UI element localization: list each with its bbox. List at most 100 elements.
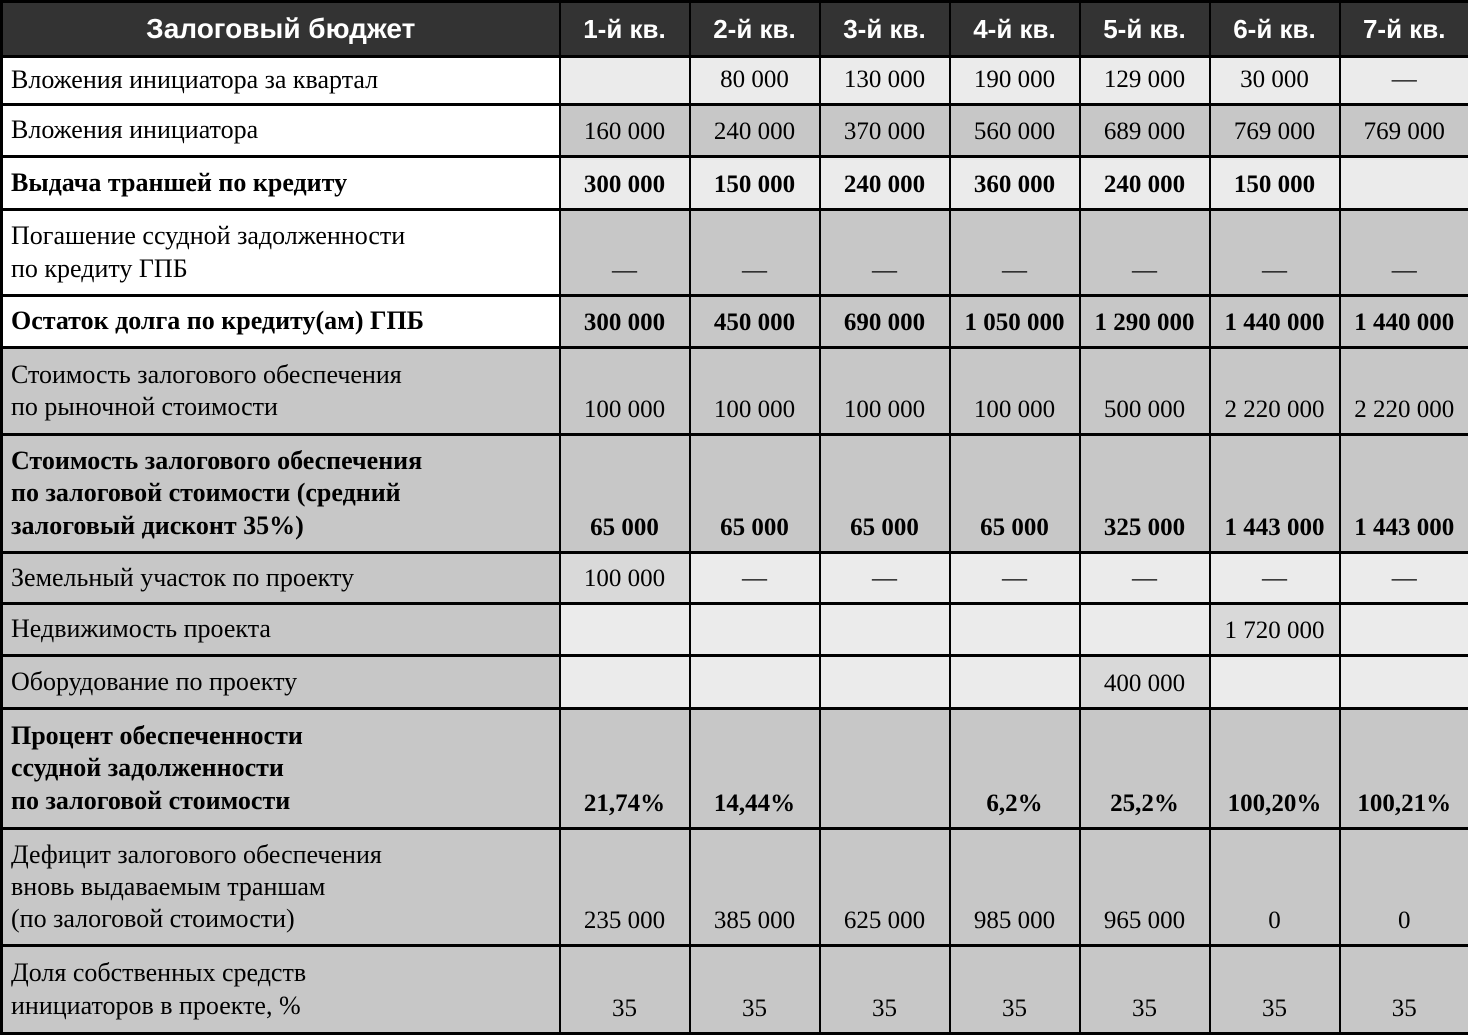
row-label: Процент обеспеченности ссудной задолженн… (2, 709, 560, 829)
value-cell: 690 000 (820, 296, 950, 348)
value-cell (560, 656, 690, 709)
value-cell: 769 000 (1210, 105, 1340, 157)
table-row-7: Стоимость залогового обеспечения по зало… (2, 435, 1468, 553)
value-cell: 2 220 000 (1210, 348, 1340, 435)
value-cell: 100 000 (560, 348, 690, 435)
value-cell: 235 000 (560, 829, 690, 946)
value-cell (560, 57, 690, 105)
value-cell: 35 (1210, 946, 1340, 1034)
value-cell: — (1080, 210, 1210, 296)
value-cell: 35 (820, 946, 950, 1034)
quarter-header-4: 4-й кв. (950, 2, 1080, 57)
value-cell: 150 000 (1210, 157, 1340, 210)
value-cell: 0 (1210, 829, 1340, 946)
value-cell: 150 000 (690, 157, 820, 210)
value-cell: 370 000 (820, 105, 950, 157)
value-cell: 240 000 (690, 105, 820, 157)
table-row-10: Оборудование по проекту 400 000 (2, 656, 1468, 709)
value-cell (1080, 604, 1210, 656)
value-cell: 6,2% (950, 709, 1080, 829)
value-cell: 300 000 (560, 296, 690, 348)
value-cell: — (1210, 210, 1340, 296)
value-cell: 100 000 (820, 348, 950, 435)
value-cell: — (1340, 57, 1468, 105)
value-cell: 100 000 (560, 553, 690, 604)
value-cell: 65 000 (820, 435, 950, 553)
value-cell: 21,74% (560, 709, 690, 829)
value-cell (950, 656, 1080, 709)
value-cell (820, 656, 950, 709)
value-cell: 25,2% (1080, 709, 1210, 829)
value-cell: 1 440 000 (1340, 296, 1468, 348)
value-cell: — (950, 553, 1080, 604)
value-cell: 500 000 (1080, 348, 1210, 435)
value-cell: 30 000 (1210, 57, 1340, 105)
value-cell: 35 (1080, 946, 1210, 1034)
value-cell: 2 220 000 (1340, 348, 1468, 435)
value-cell: 100,20% (1210, 709, 1340, 829)
value-cell: 160 000 (560, 105, 690, 157)
value-cell: 35 (560, 946, 690, 1034)
value-cell (1210, 656, 1340, 709)
value-cell: 1 440 000 (1210, 296, 1340, 348)
row-label: Оборудование по проекту (2, 656, 560, 709)
value-cell: — (1340, 210, 1468, 296)
row-label: Стоимость залогового обеспечения по зало… (2, 435, 560, 553)
value-cell (820, 604, 950, 656)
value-cell: — (1080, 553, 1210, 604)
value-cell: 360 000 (950, 157, 1080, 210)
value-cell: — (820, 210, 950, 296)
table-row-4: Погашение ссудной задолженности по креди… (2, 210, 1468, 296)
value-cell: 35 (950, 946, 1080, 1034)
value-cell: 130 000 (820, 57, 950, 105)
value-cell: — (690, 553, 820, 604)
quarter-header-3: 3-й кв. (820, 2, 950, 57)
value-cell: 65 000 (560, 435, 690, 553)
row-label: Дефицит залогового обеспечения вновь выд… (2, 829, 560, 946)
value-cell: — (820, 553, 950, 604)
table-row-9: Недвижимость проекта 1 720 000 (2, 604, 1468, 656)
value-cell: — (1340, 553, 1468, 604)
row-label: Земельный участок по проекту (2, 553, 560, 604)
row-label: Погашение ссудной задолженности по креди… (2, 210, 560, 296)
value-cell (1340, 157, 1468, 210)
table-row-11: Процент обеспеченности ссудной задолженн… (2, 709, 1468, 829)
value-cell: 100 000 (950, 348, 1080, 435)
value-cell: 1 290 000 (1080, 296, 1210, 348)
value-cell: 100,21% (1340, 709, 1468, 829)
value-cell: 985 000 (950, 829, 1080, 946)
value-cell: 625 000 (820, 829, 950, 946)
value-cell: 325 000 (1080, 435, 1210, 553)
value-cell: — (690, 210, 820, 296)
value-cell: 1 720 000 (1210, 604, 1340, 656)
value-cell (690, 656, 820, 709)
row-label: Недвижимость проекта (2, 604, 560, 656)
row-label: Вложения инициатора за квартал (2, 57, 560, 105)
value-cell (690, 604, 820, 656)
quarter-header-1: 1-й кв. (560, 2, 690, 57)
header-row: Залоговый бюджет 1-й кв. 2-й кв. 3-й кв.… (2, 2, 1468, 57)
value-cell: — (1210, 553, 1340, 604)
quarter-header-2: 2-й кв. (690, 2, 820, 57)
value-cell (1340, 604, 1468, 656)
value-cell: 14,44% (690, 709, 820, 829)
row-label: Вложения инициатора (2, 105, 560, 157)
value-cell (950, 604, 1080, 656)
value-cell: 965 000 (1080, 829, 1210, 946)
row-label: Выдача траншей по кредиту (2, 157, 560, 210)
row-label: Остаток долга по кредиту(ам) ГПБ (2, 296, 560, 348)
row-label: Доля собственных средств инициаторов в п… (2, 946, 560, 1034)
table-row-13: Доля собственных средств инициаторов в п… (2, 946, 1468, 1034)
value-cell: — (560, 210, 690, 296)
value-cell: 65 000 (950, 435, 1080, 553)
value-cell: 400 000 (1080, 656, 1210, 709)
value-cell: 385 000 (690, 829, 820, 946)
quarter-header-7: 7-й кв. (1340, 2, 1468, 57)
value-cell: 1 050 000 (950, 296, 1080, 348)
table-row-6: Стоимость залогового обеспечения по рыно… (2, 348, 1468, 435)
value-cell: 65 000 (690, 435, 820, 553)
value-cell: 240 000 (1080, 157, 1210, 210)
